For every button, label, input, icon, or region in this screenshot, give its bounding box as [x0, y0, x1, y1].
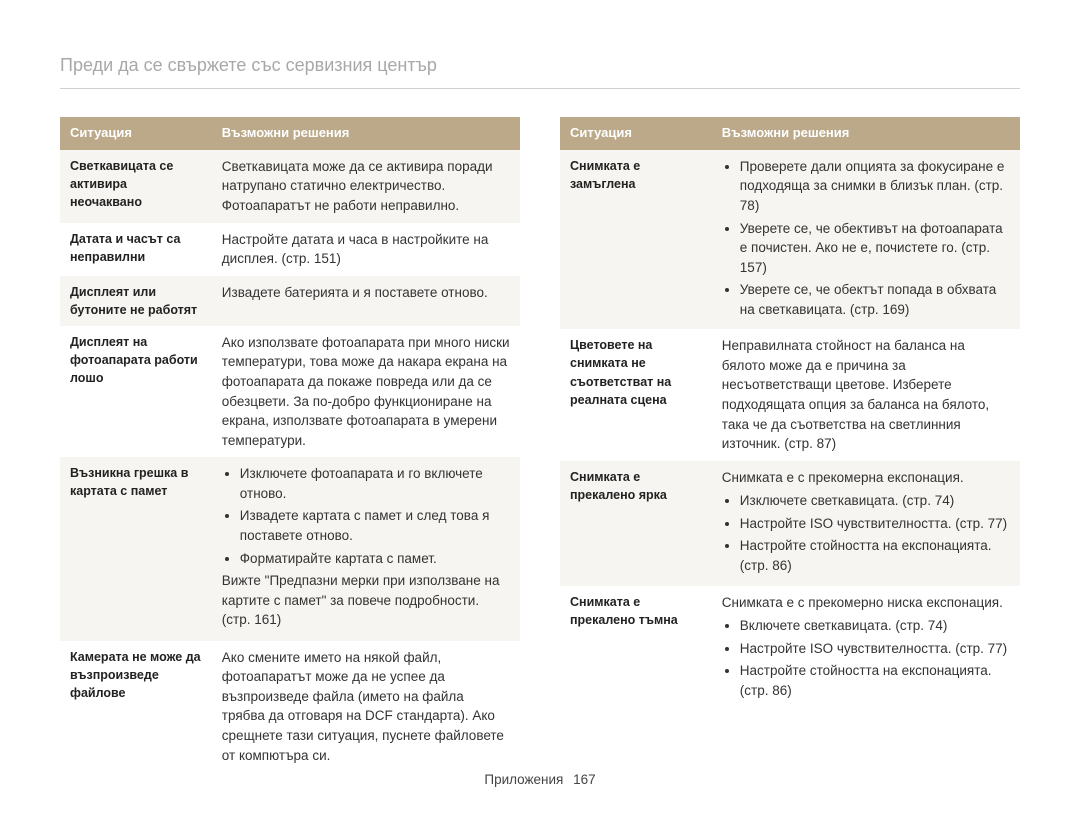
footer-section-label: Приложения: [484, 772, 563, 787]
solution-after-text: Вижте "Предпазни мерки при използване на…: [222, 571, 510, 630]
solution-cell: Проверете дали опцията за фокусиране е п…: [712, 150, 1020, 330]
situation-cell: Снимката е прекалено ярка: [560, 461, 712, 586]
solution-cell: Неправилната стойност на баланса на бяло…: [712, 329, 1020, 460]
list-item: Настройте стойността на експонацията. (с…: [740, 661, 1010, 700]
two-column-layout: Ситуация Възможни решения Светкавицата с…: [60, 117, 1020, 772]
page-title: Преди да се свържете със сервизния центъ…: [60, 55, 1020, 89]
list-item: Извадете картата с памет и след това я п…: [240, 506, 510, 545]
footer-page-number: 167: [573, 772, 596, 787]
right-column: Ситуация Възможни решения Снимката е зам…: [560, 117, 1020, 772]
table-row: Снимката е замъглена Проверете дали опци…: [560, 150, 1020, 330]
table-row: Светкавицата се активира неочаквано Свет…: [60, 150, 520, 223]
solution-cell: Светкавицата може да се активира поради …: [212, 150, 520, 223]
solution-cell: Изключете фотоапарата и го включете отно…: [212, 457, 520, 641]
situation-cell: Камерата не може да възпроизведе файлове: [60, 641, 212, 772]
header-situation: Ситуация: [60, 117, 212, 150]
solution-cell: Снимката е с прекомерно ниска експонация…: [712, 586, 1020, 711]
header-solutions: Възможни решения: [212, 117, 520, 150]
table-row: Камерата не може да възпроизведе файлове…: [60, 641, 520, 772]
situation-cell: Снимката е замъглена: [560, 150, 712, 330]
table-row: Датата и часът са неправилни Настройте д…: [60, 223, 520, 276]
situation-cell: Светкавицата се активира неочаквано: [60, 150, 212, 223]
table-row: Дисплеят или бутоните не работят Извадет…: [60, 276, 520, 326]
solution-list: Изключете светкавицата. (стр. 74) Настро…: [722, 491, 1010, 575]
solution-cell: Извадете батерията и я поставете отново.: [212, 276, 520, 326]
solution-cell: Ако използвате фотоапарата при много нис…: [212, 326, 520, 457]
troubleshooting-table-left: Ситуация Възможни решения Светкавицата с…: [60, 117, 520, 772]
list-item: Проверете дали опцията за фокусиране е п…: [740, 157, 1010, 216]
list-item: Настройте стойността на експонацията. (с…: [740, 536, 1010, 575]
table-row: Снимката е прекалено ярка Снимката е с п…: [560, 461, 1020, 586]
solution-cell: Снимката е с прекомерна експонация. Изкл…: [712, 461, 1020, 586]
header-situation: Ситуация: [560, 117, 712, 150]
solution-list: Включете светкавицата. (стр. 74) Настрой…: [722, 616, 1010, 700]
document-page: Преди да се свържете със сервизния центъ…: [0, 0, 1080, 815]
solution-before-text: Снимката е с прекомерно ниска експонация…: [722, 593, 1010, 613]
table-row: Снимката е прекалено тъмна Снимката е с …: [560, 586, 1020, 711]
solution-list: Изключете фотоапарата и го включете отно…: [222, 464, 510, 568]
solution-list: Проверете дали опцията за фокусиране е п…: [722, 157, 1010, 320]
solution-cell: Ако смените името на някой файл, фотоапа…: [212, 641, 520, 772]
table-row: Дисплеят на фотоапарата работи лошо Ако …: [60, 326, 520, 457]
situation-cell: Цветовете на снимката не съответстват на…: [560, 329, 712, 460]
left-column: Ситуация Възможни решения Светкавицата с…: [60, 117, 520, 772]
table-row: Цветовете на снимката не съответстват на…: [560, 329, 1020, 460]
list-item: Изключете фотоапарата и го включете отно…: [240, 464, 510, 503]
situation-cell: Дисплеят на фотоапарата работи лошо: [60, 326, 212, 457]
situation-cell: Датата и часът са неправилни: [60, 223, 212, 276]
list-item: Форматирайте картата с памет.: [240, 549, 510, 569]
list-item: Уверете се, че обектът попада в обхвата …: [740, 280, 1010, 319]
list-item: Настройте ISO чувствителността. (стр. 77…: [740, 639, 1010, 659]
header-solutions: Възможни решения: [712, 117, 1020, 150]
list-item: Уверете се, че обективът на фотоапарата …: [740, 219, 1010, 278]
solution-before-text: Снимката е с прекомерна експонация.: [722, 468, 1010, 488]
list-item: Включете светкавицата. (стр. 74): [740, 616, 1010, 636]
troubleshooting-table-right: Ситуация Възможни решения Снимката е зам…: [560, 117, 1020, 710]
situation-cell: Дисплеят или бутоните не работят: [60, 276, 212, 326]
page-footer: Приложения 167: [60, 772, 1020, 787]
list-item: Настройте ISO чувствителността. (стр. 77…: [740, 514, 1010, 534]
list-item: Изключете светкавицата. (стр. 74): [740, 491, 1010, 511]
situation-cell: Снимката е прекалено тъмна: [560, 586, 712, 711]
solution-cell: Настройте датата и часа в настройките на…: [212, 223, 520, 276]
table-row: Възникна грешка в картата с памет Изключ…: [60, 457, 520, 641]
situation-cell: Възникна грешка в картата с памет: [60, 457, 212, 641]
